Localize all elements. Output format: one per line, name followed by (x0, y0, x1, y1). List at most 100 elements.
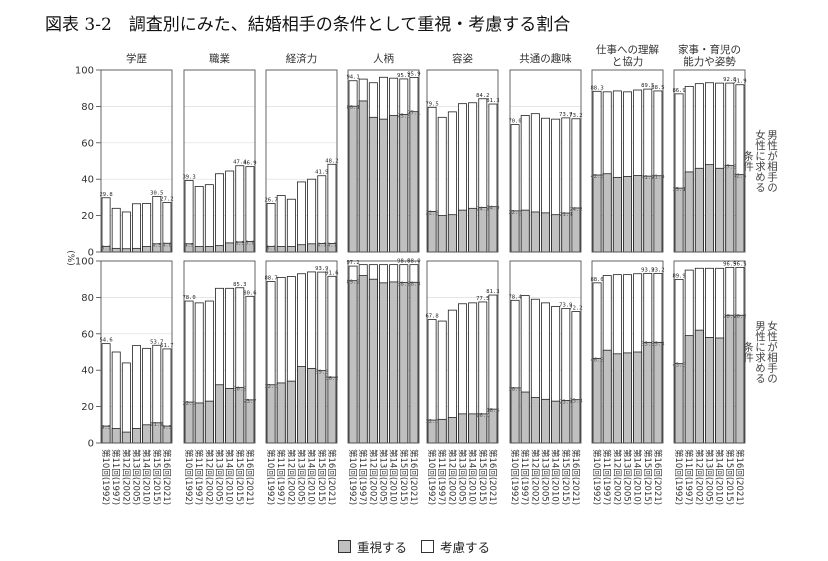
y-tick-label: 0 (88, 439, 94, 450)
row-label-line: 条件 (742, 150, 754, 173)
data-label-juushi: 55.3 (641, 341, 654, 347)
data-label-total: 41.9 (315, 170, 328, 176)
data-label-total: 79.5 (425, 101, 438, 107)
bar-kouryo (184, 180, 194, 253)
data-label-juushi: 80.1 (346, 105, 359, 111)
data-label-juushi: 55.3 (651, 341, 664, 347)
legend-label-kouryo: 考慮する (439, 540, 490, 555)
data-label-total: 88.7 (264, 276, 277, 282)
data-label-juushi: 70.2 (733, 314, 746, 320)
data-label-total: 51.7 (160, 343, 173, 349)
bar-juushi (674, 363, 684, 444)
data-label-juushi: 88.2 (397, 281, 410, 287)
data-label-total: 78.4 (508, 294, 522, 300)
data-label-total: 54.6 (99, 338, 112, 344)
bar-juushi (276, 246, 286, 253)
bar-juushi (694, 329, 704, 444)
x-tick-label: 第12回(2002) (120, 449, 131, 505)
bar-juushi (121, 431, 131, 444)
x-tick-label: 第15回(2015) (724, 449, 735, 505)
bar-juushi (653, 341, 663, 444)
data-label-total: 72.2 (569, 306, 582, 312)
data-label-total: 88.3 (590, 85, 603, 91)
y-unit-label: (%) (65, 250, 75, 266)
panel-title-line: 人柄 (373, 52, 394, 65)
bar-juushi (705, 164, 714, 253)
bar-juushi (194, 402, 204, 444)
bar-juushi (633, 175, 643, 253)
data-label-juushi: 9.3 (101, 425, 111, 431)
bar-juushi (684, 171, 694, 253)
bar-juushi (399, 282, 409, 444)
data-label-juushi: 4.5 (184, 243, 194, 249)
bar-kouryo (194, 186, 204, 253)
data-label-total: 78.0 (182, 295, 195, 301)
x-tick-label: 第16回(2021) (652, 449, 663, 505)
x-tick-label: 第15回(2015) (234, 449, 245, 505)
bar-juushi (458, 413, 467, 444)
row-label-line: 条件 (742, 341, 754, 364)
bar-juushi (327, 376, 337, 444)
x-tick-label: 第13回(2005) (131, 449, 142, 505)
bar-juushi (694, 167, 704, 253)
data-label-juushi: 75.6 (397, 113, 410, 119)
data-label-total: 97.2 (346, 260, 359, 266)
data-label-juushi: 12.6 (425, 419, 438, 425)
data-label-juushi: 42.3 (590, 174, 603, 180)
bar-juushi (520, 391, 530, 444)
x-tick-label: 第13回(2005) (296, 449, 307, 505)
y-tick-label: 40 (81, 366, 94, 377)
y-tick-label: 20 (81, 211, 94, 222)
x-tick-label: 第10回(1992) (673, 449, 684, 505)
data-label-total: 98.0 (397, 259, 410, 265)
x-tick-label: 第16回(2021) (408, 449, 419, 505)
panel-title-5: 共通の趣味 (519, 52, 572, 65)
bar-juushi (368, 278, 378, 444)
bar-juushi (602, 349, 612, 444)
bar-juushi (358, 100, 368, 253)
data-label-juushi: 11.1 (150, 422, 163, 428)
bar-juushi (379, 282, 388, 444)
data-label-juushi: 4.7 (317, 242, 327, 248)
bar-kouryo (215, 173, 224, 253)
x-tick-label: 第13回(2005) (378, 449, 389, 505)
bar-kouryo (121, 362, 131, 444)
x-tick-label: 第11回(1997) (275, 449, 286, 505)
data-label-juushi: 22.3 (425, 210, 438, 216)
y-tick-label: 0 (88, 248, 94, 259)
x-tick-label: 第11回(1997) (436, 449, 447, 505)
x-tick-label: 第15回(2015) (398, 449, 409, 505)
panel-title-line: 能力や姿勢 (683, 55, 736, 68)
data-label-total: 91.9 (733, 79, 746, 85)
panel-frame (100, 69, 173, 253)
data-label-juushi: 70.2 (723, 314, 736, 320)
bar-juushi (297, 244, 306, 253)
bar-juushi (541, 398, 550, 444)
bar-juushi (184, 401, 194, 444)
data-label-total: 95.1 (397, 73, 410, 79)
data-label-total: 93.2 (651, 267, 664, 273)
x-tick-label: 第15回(2015) (642, 449, 653, 505)
data-label-juushi: 24.9 (486, 206, 499, 212)
bar-juushi (541, 212, 550, 253)
data-label-juushi: 41.9 (651, 175, 664, 181)
panel-frame (347, 69, 420, 253)
bar-juushi (142, 246, 152, 253)
x-tick-label: 第15回(2015) (477, 449, 488, 505)
panel-title-6: 仕事への理解と協力 (596, 43, 659, 68)
bar-juushi (561, 400, 571, 444)
panel-frame (265, 69, 338, 253)
bar-juushi (194, 246, 204, 253)
data-label-total: 92.8 (723, 77, 736, 83)
x-tick-label: 第10回(1992) (347, 449, 358, 505)
data-label-total: 84.2 (476, 93, 489, 99)
bar-juushi (379, 118, 388, 253)
x-tick-label: 第16回(2021) (326, 449, 337, 505)
data-label-juushi: 36.2 (325, 376, 338, 382)
x-tick-label: 第12回(2002) (367, 449, 378, 505)
bar-juushi (276, 382, 286, 444)
bar-juushi (245, 399, 255, 444)
data-label-total: 94.1 (346, 75, 359, 81)
bar-kouryo (132, 203, 141, 253)
x-tick-label: 第12回(2002) (611, 449, 622, 505)
